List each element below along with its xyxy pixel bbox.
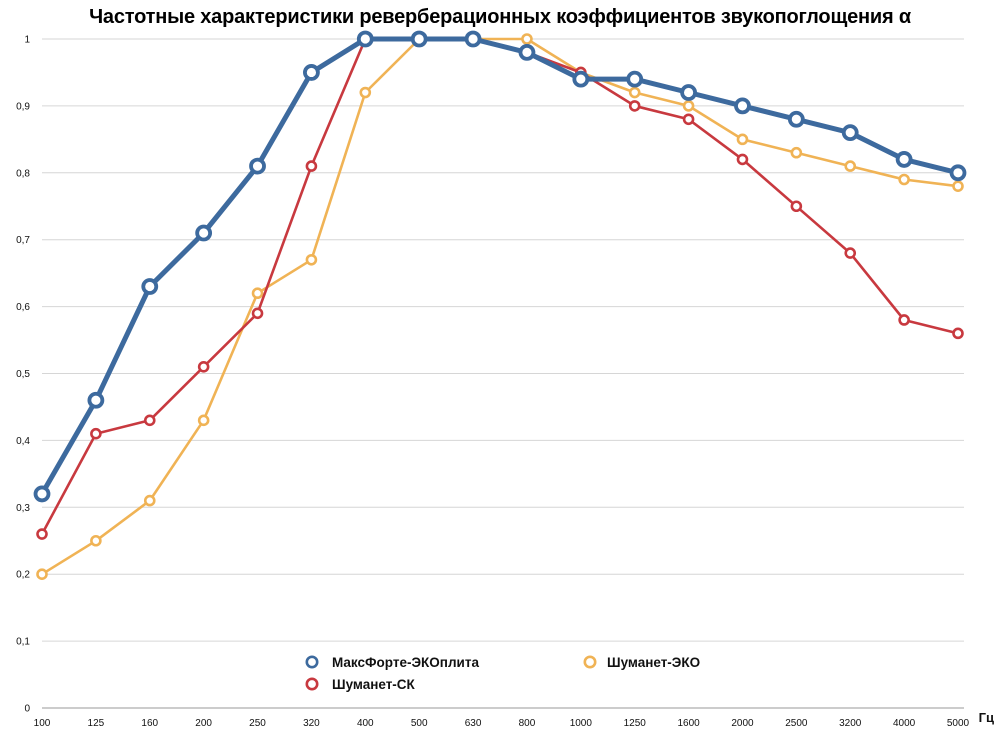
x-tick-label: 250 (249, 718, 266, 729)
data-point (787, 110, 805, 128)
data-point (682, 100, 695, 112)
data-point (36, 568, 48, 581)
series-line (39, 36, 961, 497)
data-point (143, 414, 156, 427)
data-point (682, 113, 695, 126)
series-line (40, 37, 960, 576)
data-point (572, 70, 590, 88)
x-tick-label: 160 (141, 718, 158, 729)
x-tick-label: 4000 (893, 718, 916, 729)
y-axis-ticks: 0 0,1 0,2 0,3 0,4 0,5 0,6 0,7 0,8 0,9 1 (16, 35, 30, 715)
data-point (36, 528, 48, 540)
x-tick-label: 3200 (839, 718, 862, 729)
data-point (952, 180, 964, 192)
data-point (844, 160, 857, 172)
x-tick-label: 200 (195, 718, 212, 729)
legend-marker (305, 655, 319, 669)
data-point (251, 287, 264, 300)
data-point (197, 361, 210, 373)
x-axis-unit: Гц (979, 710, 994, 725)
data-point (33, 485, 51, 503)
x-tick-label: 125 (88, 718, 105, 729)
data-point (952, 327, 964, 340)
data-point (898, 173, 910, 186)
data-point (305, 160, 318, 172)
y-tick-label: 0,9 (16, 101, 30, 112)
data-point (90, 427, 102, 440)
data-point (249, 157, 266, 175)
data-point (521, 33, 533, 45)
x-tick-label: 5000 (947, 718, 970, 729)
gridlines (42, 38, 964, 709)
data-point (734, 97, 751, 115)
x-tick-label: 630 (465, 718, 482, 729)
y-tick-label: 0,8 (16, 168, 30, 179)
data-point (141, 278, 159, 295)
data-point (197, 414, 210, 427)
data-point (949, 164, 967, 182)
data-point (628, 86, 641, 99)
y-tick-label: 1 (24, 35, 30, 46)
y-tick-label: 0,3 (16, 503, 30, 514)
x-tick-label: 100 (34, 718, 51, 729)
data-point (359, 86, 372, 99)
y-tick-label: 0,7 (16, 235, 30, 246)
y-tick-label: 0,5 (16, 369, 30, 380)
data-point (844, 247, 857, 259)
data-point (305, 253, 318, 266)
y-tick-label: 0,4 (16, 436, 30, 447)
data-point (680, 84, 697, 101)
data-point (841, 124, 859, 142)
data-point (628, 100, 641, 112)
data-point (736, 153, 749, 166)
data-point (303, 64, 320, 81)
legend-label: Шуманет-СК (332, 677, 416, 692)
data-point (790, 146, 803, 159)
x-tick-label: 2000 (731, 718, 754, 729)
x-axis-ticks: 100 125 160 200 250 320 400 500 630 800 1000 1250 16… (34, 718, 970, 729)
data-point (626, 70, 644, 88)
y-tick-label: 0,6 (16, 302, 30, 313)
data-point (251, 307, 264, 320)
series-line (40, 37, 960, 536)
x-tick-label: 400 (357, 718, 374, 729)
data-point (195, 224, 213, 242)
data-point (898, 314, 910, 326)
data-point (87, 391, 105, 409)
x-tick-label: 800 (519, 718, 536, 729)
legend: МаксФорте-ЭКОплита Шуманет-СК Шуманет-ЭКО (305, 655, 700, 692)
x-tick-label: 2500 (785, 718, 808, 729)
x-tick-label: 500 (411, 718, 428, 729)
chart-title: Частотные характеристики реверберационны… (89, 6, 911, 28)
data-point (518, 43, 536, 61)
x-tick-label: 1600 (677, 718, 700, 729)
legend-label: МаксФорте-ЭКОплита (332, 655, 479, 670)
legend-label: Шуманет-ЭКО (607, 655, 700, 670)
y-tick-label: 0 (24, 704, 30, 715)
data-point (895, 151, 913, 168)
data-point (143, 494, 156, 507)
y-tick-label: 0,2 (16, 570, 30, 581)
x-tick-label: 320 (303, 718, 320, 729)
series-0 (33, 30, 967, 503)
data-point (736, 133, 749, 146)
data-point (90, 534, 102, 547)
y-tick-label: 0,1 (16, 637, 30, 648)
x-tick-label: 1000 (570, 718, 593, 729)
data-point (464, 30, 482, 48)
data-point (410, 30, 428, 48)
data-point (356, 30, 374, 48)
data-point (790, 200, 803, 213)
legend-marker (305, 677, 319, 691)
x-tick-label: 1250 (624, 718, 647, 729)
legend-marker (583, 655, 597, 669)
